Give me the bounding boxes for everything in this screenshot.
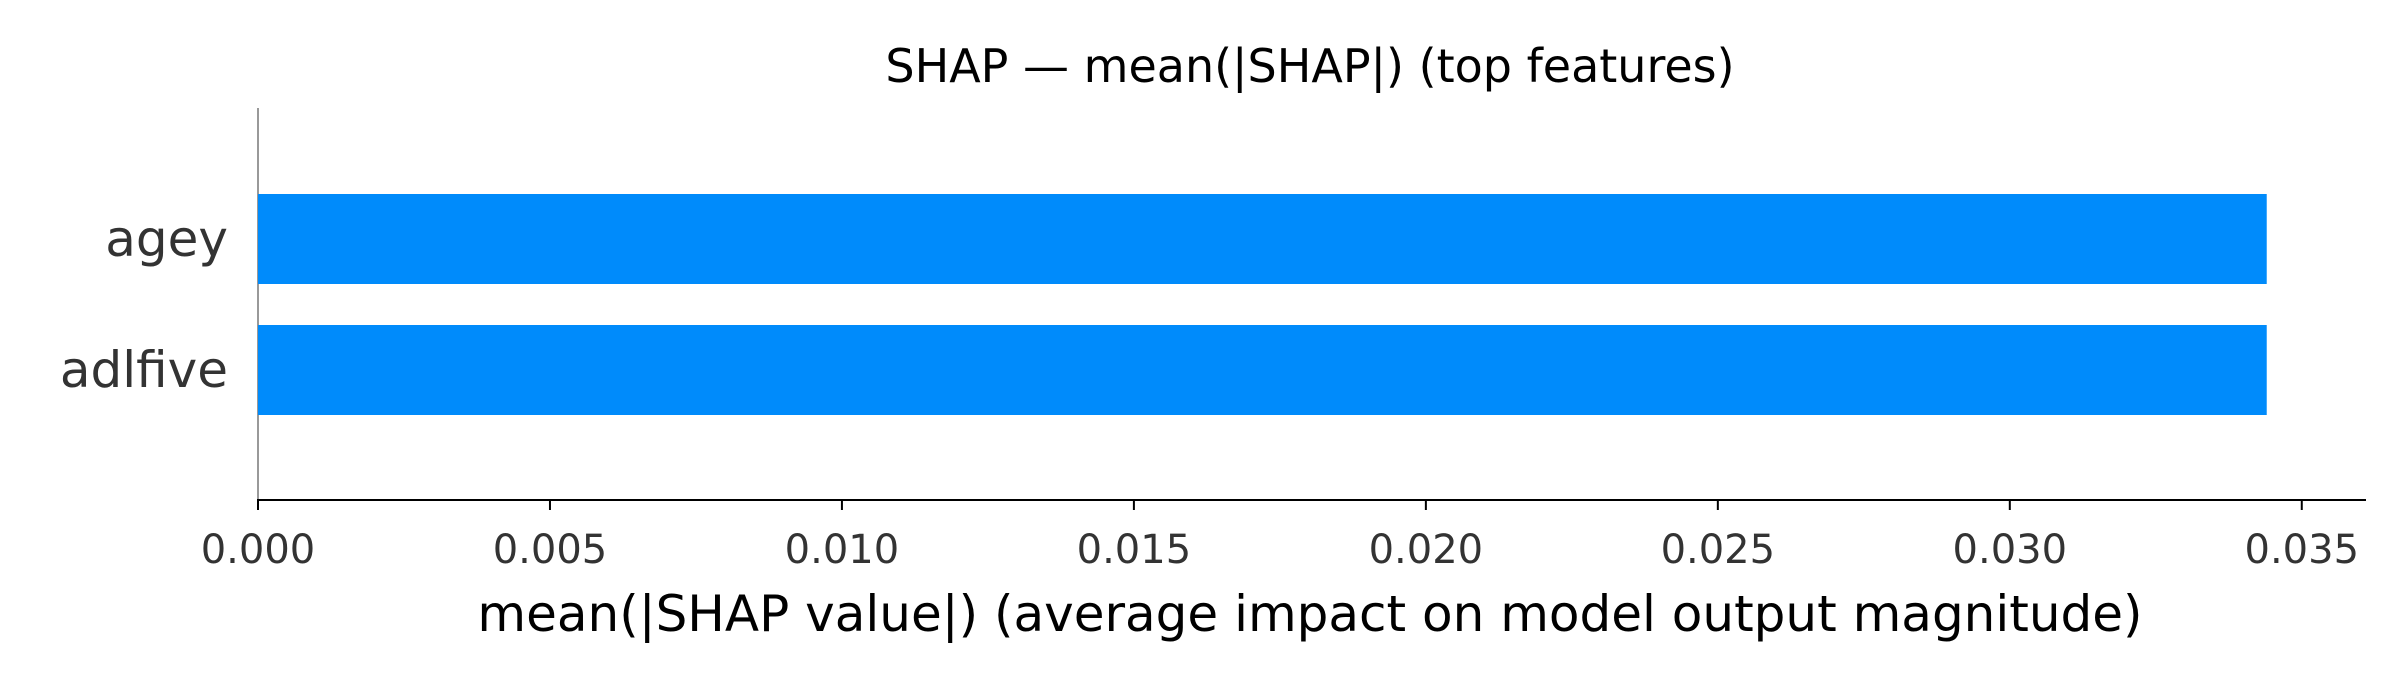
x-ticks-group: 0.000 0.005 0.010 0.015 0.020 0.025 0.030 0.035 xyxy=(201,500,2359,573)
category-label-adlfive: adlfive xyxy=(60,341,228,399)
x-tick-label: 0.025 xyxy=(1661,527,1776,573)
bar-agey xyxy=(258,194,2267,284)
x-tick-label: 0.005 xyxy=(493,527,608,573)
chart-title: SHAP — mean(|SHAP|) (top features) xyxy=(885,39,1734,94)
y-categories-group: agey adlfive xyxy=(60,210,228,399)
plot-area: 0.000 0.005 0.010 0.015 0.020 0.025 0.030 0.035… xyxy=(60,108,2366,573)
bars-group xyxy=(258,194,2267,415)
category-label-agey: agey xyxy=(105,210,228,268)
x-tick-label: 0.035 xyxy=(2245,527,2360,573)
x-axis-label: mean(|SHAP value|) (average impact on mo… xyxy=(477,585,2142,643)
x-tick-label: 0.000 xyxy=(201,527,316,573)
x-tick-label: 0.020 xyxy=(1369,527,1484,573)
bar-adlfive xyxy=(258,325,2267,415)
x-tick-label: 0.030 xyxy=(1953,527,2068,573)
x-tick-label: 0.010 xyxy=(785,527,900,573)
x-tick-label: 0.015 xyxy=(1077,527,1192,573)
